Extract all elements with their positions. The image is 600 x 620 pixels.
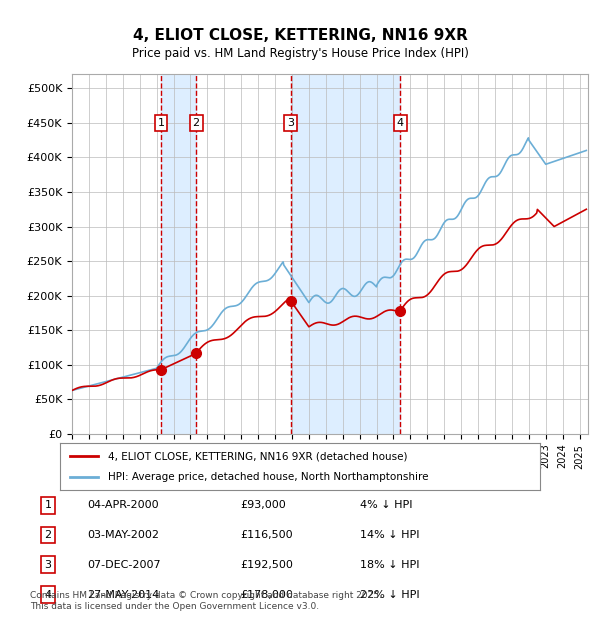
Text: Price paid vs. HM Land Registry's House Price Index (HPI): Price paid vs. HM Land Registry's House … [131,46,469,60]
Text: £192,500: £192,500 [240,560,293,570]
Bar [291,74,400,434]
Text: 4% ↓ HPI: 4% ↓ HPI [360,500,413,510]
Text: 2: 2 [193,118,200,128]
Text: 3: 3 [287,118,294,128]
Text: 22% ↓ HPI: 22% ↓ HPI [360,590,419,600]
Text: 07-DEC-2007: 07-DEC-2007 [87,560,161,570]
Bar [161,74,196,434]
Text: 4: 4 [397,118,404,128]
Text: 2: 2 [44,530,52,540]
Text: £178,000: £178,000 [240,590,293,600]
Text: 3: 3 [44,560,52,570]
Text: 4: 4 [44,590,52,600]
Text: 14% ↓ HPI: 14% ↓ HPI [360,530,419,540]
Text: 03-MAY-2002: 03-MAY-2002 [87,530,159,540]
Text: 4, ELIOT CLOSE, KETTERING, NN16 9XR (detached house): 4, ELIOT CLOSE, KETTERING, NN16 9XR (det… [108,451,407,461]
Text: Contains HM Land Registry data © Crown copyright and database right 2025.
This d: Contains HM Land Registry data © Crown c… [30,591,382,611]
Text: 27-MAY-2014: 27-MAY-2014 [87,590,159,600]
Text: 1: 1 [157,118,164,128]
Text: 04-APR-2000: 04-APR-2000 [87,500,158,510]
Text: £116,500: £116,500 [240,530,293,540]
Text: HPI: Average price, detached house, North Northamptonshire: HPI: Average price, detached house, Nort… [108,472,428,482]
Text: 1: 1 [44,500,52,510]
Text: £93,000: £93,000 [240,500,286,510]
Text: 18% ↓ HPI: 18% ↓ HPI [360,560,419,570]
Text: 4, ELIOT CLOSE, KETTERING, NN16 9XR: 4, ELIOT CLOSE, KETTERING, NN16 9XR [133,28,467,43]
